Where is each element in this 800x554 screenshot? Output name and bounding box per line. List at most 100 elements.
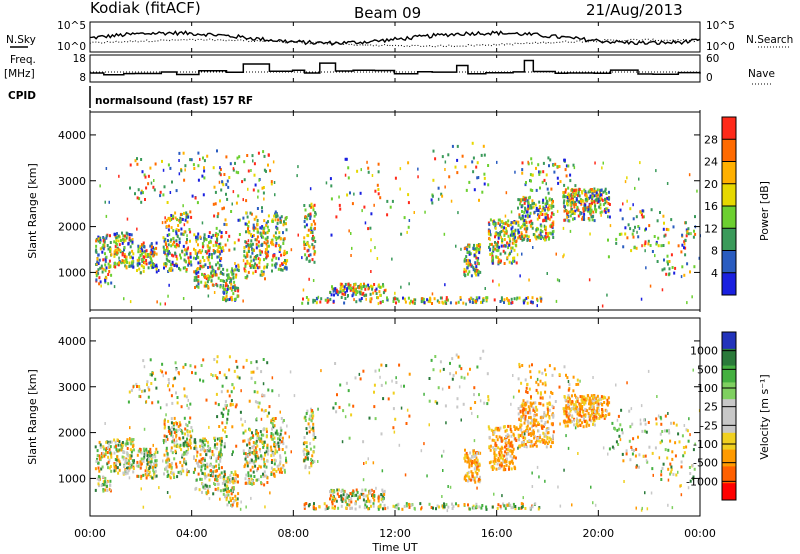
echo-cell: [283, 221, 286, 225]
echo-cell: [493, 430, 496, 434]
echo-cell: [199, 157, 201, 161]
echo-cell: [510, 249, 513, 253]
echo-cell: [542, 170, 545, 174]
echo-cell: [114, 469, 117, 472]
echo-cell: [163, 185, 166, 189]
echo-cell: [632, 229, 635, 233]
echo-cell: [358, 290, 361, 294]
echo-cell: [506, 241, 509, 245]
echo-cell: [543, 224, 546, 228]
echo-cell: [227, 185, 230, 189]
echo-cell: [223, 279, 226, 283]
echo-cell: [110, 273, 113, 277]
echo-cell: [162, 168, 165, 172]
echo-cell: [258, 435, 260, 439]
freq-tick-left-bottom: 8: [79, 72, 86, 84]
freq-tick-right-bottom: 0: [706, 72, 713, 84]
echo-cell: [332, 289, 335, 293]
echo-cell: [255, 263, 258, 267]
echo-cell: [216, 250, 219, 253]
echo-cell: [168, 267, 171, 271]
echo-cell: [233, 386, 235, 390]
echo-cell: [547, 427, 550, 431]
echo-cell: [309, 442, 312, 446]
echo-cell: [266, 245, 269, 249]
echo-cell: [546, 214, 549, 217]
echo-cell: [266, 476, 269, 480]
echo-cell: [463, 267, 466, 271]
echo-cell: [181, 453, 184, 457]
echo-cell: [329, 177, 332, 181]
echo-cell: [192, 470, 195, 474]
echo-cell: [511, 445, 514, 449]
echo-cell: [538, 401, 541, 405]
echo-cell: [95, 244, 98, 248]
echo-cell: [621, 217, 624, 221]
echo-cell: [275, 442, 278, 446]
echo-cell: [197, 461, 200, 465]
echo-cell: [197, 279, 200, 283]
echo-cell: [661, 268, 664, 272]
echo-cell: [589, 194, 592, 198]
echo-cell: [417, 175, 419, 179]
echo-cell: [122, 238, 125, 242]
nave-label: Nave: [748, 68, 775, 80]
echo-cell: [127, 242, 130, 246]
echo-cell: [200, 457, 203, 461]
echo-cell: [333, 490, 336, 494]
echo-cell: [536, 437, 539, 441]
echo-cell: [309, 217, 312, 220]
echo-cell: [277, 267, 280, 271]
echo-cell: [407, 201, 410, 205]
echo-cell: [584, 419, 587, 423]
echo-cell: [576, 417, 578, 421]
echo-cell: [545, 429, 548, 432]
echo-cell: [549, 402, 552, 406]
echo-cell: [542, 403, 545, 407]
echo-cell: [133, 448, 135, 452]
echo-cell: [590, 201, 593, 205]
echo-cell: [481, 190, 484, 194]
echo-cell: [550, 232, 553, 236]
echo-cell: [211, 283, 214, 287]
echo-cell: [280, 469, 283, 472]
echo-cell: [332, 489, 335, 493]
echo-cell: [147, 182, 150, 186]
echo-cell: [469, 252, 472, 256]
echo-cell: [172, 236, 175, 240]
echo-cell: [165, 257, 168, 261]
echo-cell: [559, 180, 562, 184]
echo-cell: [200, 364, 203, 367]
echo-cell: [629, 207, 632, 211]
echo-cell: [253, 162, 256, 166]
echo-cell: [489, 448, 492, 452]
echo-cell: [332, 492, 335, 496]
echo-cell: [115, 239, 118, 242]
echo-cell: [263, 464, 266, 468]
freq-panel: [89, 54, 701, 83]
echo-cell: [274, 231, 277, 235]
echo-cell: [125, 258, 128, 262]
echo-cell: [534, 235, 537, 239]
echo-cell: [521, 210, 524, 213]
echo-cell: [326, 507, 329, 510]
echo-cell: [167, 249, 169, 253]
echo-cell: [543, 423, 546, 426]
echo-cell: [222, 298, 225, 301]
echo-cell: [125, 469, 128, 472]
echo-cell: [364, 503, 367, 507]
echo-cell: [379, 196, 382, 200]
echo-cell: [583, 413, 586, 417]
echo-cell: [645, 430, 648, 434]
echo-cell: [377, 170, 380, 174]
echo-cell: [564, 168, 567, 172]
echo-cell: [208, 255, 210, 259]
echo-cell: [149, 166, 152, 170]
echo-cell: [693, 229, 695, 233]
echo-cell: [255, 432, 258, 436]
echo-cell: [116, 438, 119, 442]
echo-cell: [552, 434, 554, 438]
echo-cell: [513, 297, 516, 301]
echo-cell: [254, 238, 257, 242]
echo-cell: [588, 218, 591, 222]
